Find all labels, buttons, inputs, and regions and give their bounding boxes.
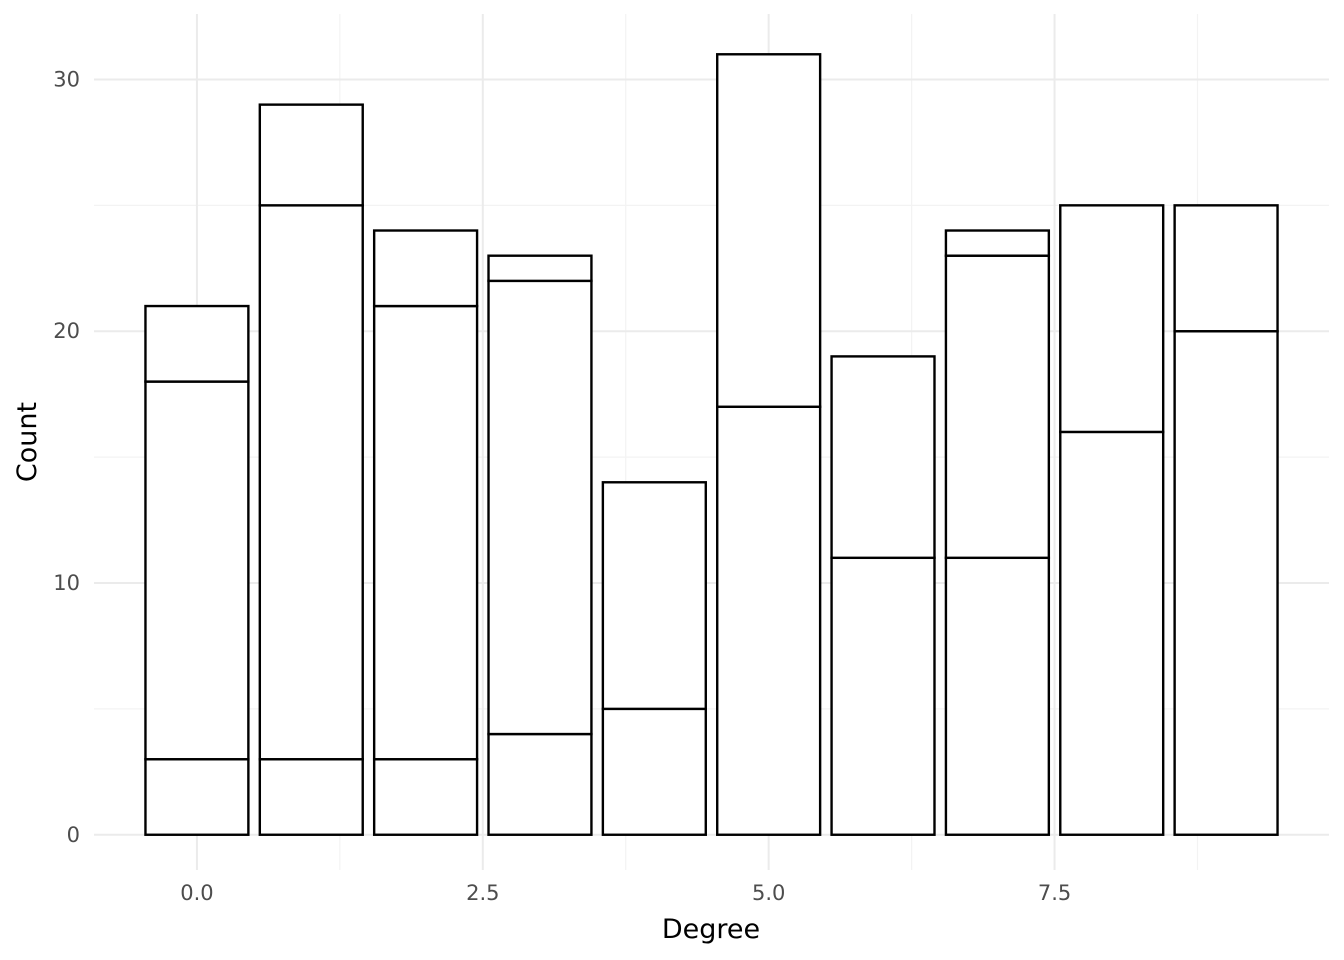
- bar-segment: [258, 103, 364, 207]
- bar-segment: [372, 304, 479, 761]
- bar-segment: [716, 405, 822, 836]
- bar-segment: [830, 355, 936, 560]
- bar-segment: [372, 758, 479, 836]
- bar-segment: [1059, 430, 1165, 836]
- bar-stack: [258, 103, 364, 836]
- bar-segment: [144, 304, 250, 383]
- bar-stack: [372, 229, 479, 836]
- bar-stack: [830, 355, 936, 836]
- bar-segment: [258, 758, 364, 836]
- bar-stack: [944, 229, 1051, 836]
- x-tick-label: 2.5: [466, 881, 499, 905]
- y-tick-label: 30: [53, 67, 80, 91]
- y-axis-title: Count: [12, 402, 43, 482]
- x-tick-label: 7.5: [1038, 881, 1071, 905]
- bar-segment: [601, 481, 707, 711]
- bar-segment: [944, 254, 1051, 560]
- x-axis-title: Degree: [662, 914, 760, 945]
- x-axis-ticks: 0.0 2.5 5.0 7.5: [180, 881, 1071, 905]
- bar-segment: [1173, 204, 1279, 333]
- y-axis-ticks: 0 10 20 30: [53, 67, 80, 846]
- bar-stack: [601, 481, 707, 836]
- bar-segment: [716, 53, 822, 408]
- bar-stack: [716, 53, 822, 836]
- bar-segment: [1059, 204, 1165, 434]
- x-tick-label: 5.0: [752, 881, 785, 905]
- bar-segment: [944, 229, 1051, 257]
- bar-stack: [487, 254, 593, 836]
- bar-segment: [487, 254, 593, 283]
- bar-segment: [1173, 330, 1279, 836]
- y-tick-label: 0: [67, 823, 80, 847]
- bar-segment: [830, 556, 936, 836]
- y-tick-label: 20: [53, 319, 80, 343]
- bar-stack: [144, 304, 250, 836]
- bar-segment: [144, 758, 250, 836]
- bar-segment: [944, 556, 1051, 836]
- x-tick-label: 0.0: [180, 881, 213, 905]
- bar-segment: [372, 229, 479, 308]
- bar-segment: [487, 279, 593, 736]
- y-tick-label: 10: [53, 571, 80, 595]
- bars-layer: [144, 53, 1279, 836]
- bar-stack: [1173, 204, 1279, 836]
- bar-segment: [144, 380, 250, 761]
- bar-segment: [487, 732, 593, 836]
- bar-segment: [258, 204, 364, 761]
- bar-stack: [1059, 204, 1165, 836]
- bar-segment: [601, 707, 707, 836]
